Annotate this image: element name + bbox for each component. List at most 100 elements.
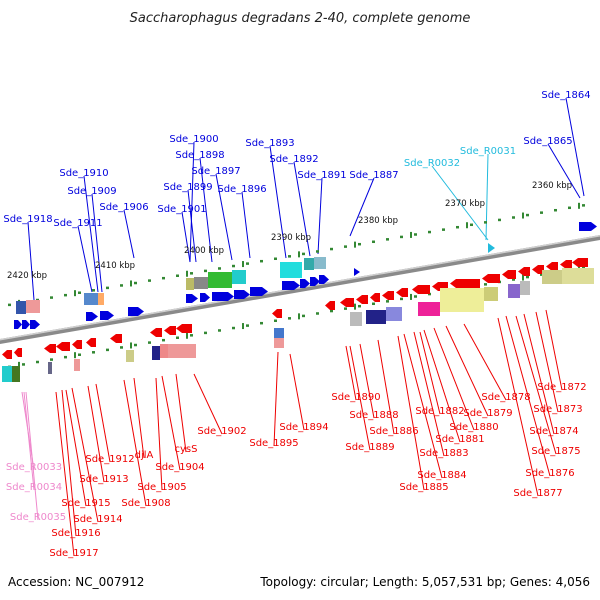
scale-tick-bottom	[274, 319, 277, 323]
scale-tick-top-major	[354, 241, 356, 248]
reverse-gene-arrow	[176, 324, 192, 333]
bottom-gene-label: cysS	[175, 444, 198, 455]
scale-tick-top	[274, 257, 277, 261]
scale-tick-top	[358, 242, 361, 246]
scale-tick-bottom	[36, 360, 39, 364]
scale-tick-bottom-major	[186, 332, 188, 339]
scale-tick-bottom-major	[242, 323, 244, 330]
gene-domain-box	[366, 310, 386, 324]
bottom-rna-label: Sde_R0033	[6, 462, 62, 473]
accession-text: Accession: NC_007912	[8, 575, 144, 589]
gene-domain-box	[186, 278, 194, 290]
scale-tick-top	[148, 279, 151, 282]
scale-tick-bottom-major	[298, 313, 300, 320]
reverse-gene-arrow	[72, 340, 82, 349]
gene-domain-box	[508, 284, 520, 298]
forward-gene-arrow	[300, 279, 310, 288]
scale-tick-top	[316, 250, 319, 253]
top-gene-label: Sde_1865	[523, 136, 572, 147]
top-gene-label: Sde_1893	[245, 138, 294, 149]
gene-features	[2, 222, 597, 382]
top-gene-label-connector	[547, 143, 581, 199]
scale-tick-bottom	[316, 312, 319, 315]
scale-tick-bottom	[204, 331, 207, 335]
reverse-gene-arrow	[164, 326, 176, 335]
top-gene-label-connector	[215, 173, 233, 261]
scale-tick-top	[554, 208, 557, 212]
scale-tick-top	[400, 235, 403, 239]
scale-ticks	[8, 202, 585, 369]
scale-tick-bottom	[400, 297, 403, 301]
bottom-gene-label-connector	[65, 389, 87, 507]
scale-tick-top	[330, 247, 333, 251]
bottom-gene-label-connector	[95, 383, 111, 463]
top-gene-label: Sde_1909	[67, 186, 116, 197]
bottom-gene-label-connector	[545, 309, 563, 391]
bottom-gene-label: Sde_1876	[525, 468, 574, 479]
reverse-gene-arrow	[370, 293, 380, 302]
bottom-gene-label-connector	[523, 313, 555, 435]
reverse-gene-arrow	[150, 328, 162, 337]
scale-tick-bottom	[218, 329, 221, 332]
bottom-gene-label-connector	[403, 333, 443, 479]
scale-tick-bottom	[162, 338, 165, 342]
scale-tick-top	[134, 281, 137, 285]
bottom-gene-label: Sde_1872	[537, 382, 586, 393]
top-rna-label: Sde_R0031	[460, 146, 516, 157]
scale-label: 2360 kbp	[532, 181, 572, 191]
scale-tick-bottom	[344, 307, 347, 310]
scale-tick-top	[386, 238, 389, 241]
gene-domain-box	[418, 302, 440, 316]
scale-tick-top	[372, 240, 375, 244]
scale-tick-bottom	[582, 266, 585, 269]
scale-tick-bottom	[120, 346, 123, 349]
bottom-rna-label: Sde_R0034	[6, 482, 62, 493]
top-rna-label: Sde_R0032	[404, 158, 460, 169]
gene-domain-box	[440, 288, 484, 312]
reverse-gene-arrow	[518, 267, 530, 276]
top-gene-label: Sde_1899	[163, 182, 212, 193]
scale-tick-bottom	[106, 348, 109, 352]
scale-tick-bottom	[246, 324, 249, 327]
bottom-gene-label-connector	[423, 329, 461, 443]
gene-domain-box	[304, 258, 314, 270]
bottom-rna-label: Sde_R0035	[10, 512, 66, 523]
scale-tick-bottom	[148, 341, 151, 344]
scale-tick-bottom	[330, 309, 333, 313]
top-gene-label-connector	[199, 157, 213, 263]
gene-domain-box	[520, 281, 530, 295]
bottom-gene-label-connector	[61, 389, 77, 537]
bottom-gene-label-connector	[193, 373, 223, 435]
top-gene-label: Sde_1918	[3, 214, 52, 225]
reverse-gene-arrow	[2, 350, 12, 359]
scale-tick-top-major	[242, 261, 244, 268]
scale-label: 2380 kbp	[358, 216, 398, 226]
gene-domain-box	[98, 293, 104, 305]
reverse-gene-arrow	[14, 348, 22, 357]
top-gene-label-connector	[269, 145, 287, 259]
bottom-gene-label: Sde_1888	[349, 410, 398, 421]
gene-domain-box	[48, 362, 52, 374]
top-gene-label: Sde_1897	[191, 166, 240, 177]
bottom-gene-label-connector	[55, 391, 75, 557]
scale-tick-top	[204, 269, 207, 273]
bottom-gene-label: Sde_1913	[79, 474, 128, 485]
bottom-gene-label: Sde_1884	[417, 470, 466, 481]
scale-tick-top	[498, 218, 501, 222]
bottom-gene-label-connector	[71, 387, 99, 523]
scale-tick-top-major	[186, 270, 188, 277]
gene-labels: 2420 kbp 2410 kbp 2400 kbp 2390 kbp 2380 kbp…	[3, 90, 590, 559]
scale-tick-top	[106, 286, 109, 290]
gene-domain-box	[562, 268, 594, 284]
scale-tick-top-major	[74, 290, 76, 297]
top-gene-label-connector	[181, 211, 191, 263]
bottom-rna-label-connector	[25, 391, 39, 521]
top-gene-label: Sde_1906	[99, 202, 148, 213]
top-rna-label-connector	[485, 153, 489, 241]
gene-domain-box	[84, 293, 98, 305]
scale-tick-bottom	[50, 358, 53, 361]
bottom-gene-label-connector	[87, 385, 105, 483]
scale-tick-top	[484, 221, 487, 224]
top-gene-label-connector	[27, 221, 35, 301]
top-gene-label: Sde_1892	[269, 154, 318, 165]
